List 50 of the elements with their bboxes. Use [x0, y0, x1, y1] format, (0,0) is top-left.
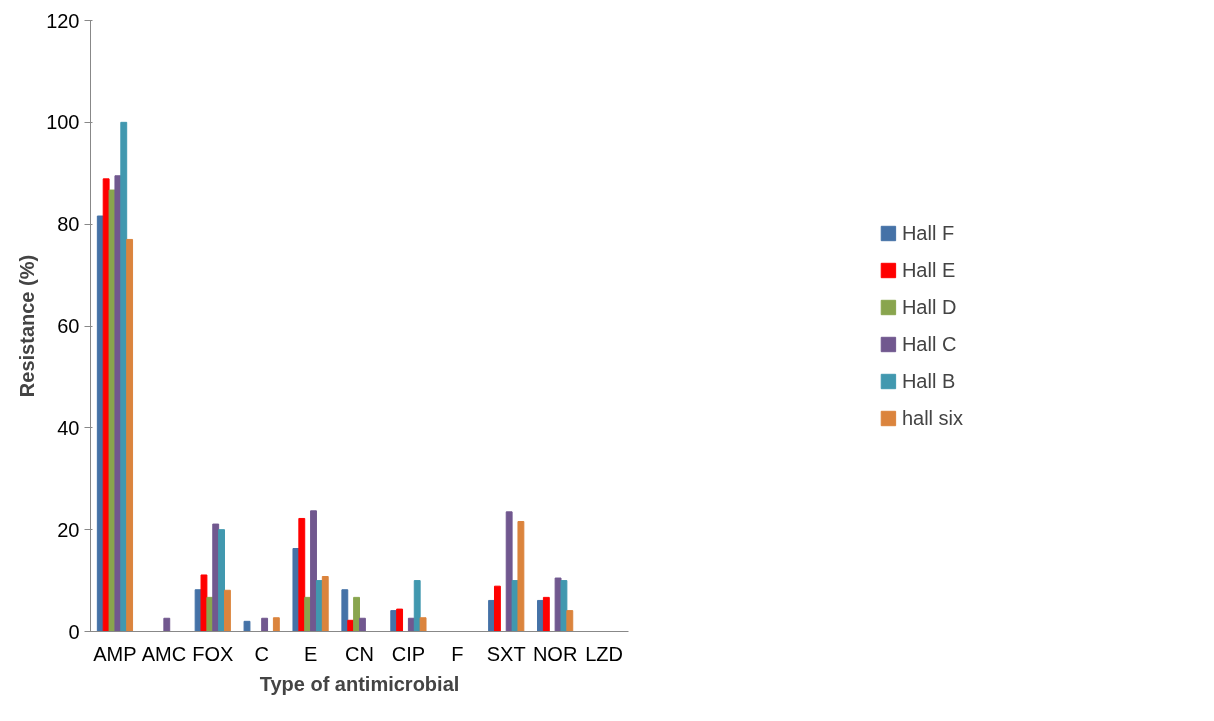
x-tick-label: NOR — [532, 642, 578, 665]
bar — [261, 617, 269, 632]
bar — [493, 585, 501, 632]
y-tick-label: 0 — [68, 620, 80, 643]
x-tick-label: C — [254, 642, 269, 665]
x-tick-label: SXT — [486, 642, 526, 665]
bar — [419, 617, 427, 632]
y-tick-label: 60 — [57, 315, 80, 337]
bar — [359, 617, 366, 632]
x-tick-label: F — [451, 642, 464, 665]
y-tick-label: 100 — [46, 111, 80, 134]
bar — [560, 580, 568, 632]
legend-label: hall six — [901, 406, 964, 430]
bar — [517, 521, 525, 632]
y-tick-label: 20 — [57, 518, 80, 541]
legend-label: Hall D — [901, 295, 957, 319]
x-tick-label: CIP — [391, 642, 426, 665]
y-tick-label: 120 — [46, 9, 80, 32]
legend-label: Hall C — [901, 332, 957, 356]
x-tick-label: AMP — [93, 642, 137, 665]
bar — [396, 608, 404, 632]
x-tick-label: FOX — [192, 642, 234, 665]
bar — [413, 580, 421, 632]
legend-label: Hall B — [901, 369, 956, 393]
bar — [163, 617, 171, 632]
bar — [120, 121, 128, 632]
x-tick-label: CN — [345, 642, 374, 665]
bar — [505, 511, 513, 632]
x-axis-title: Type of antimicrobial — [259, 672, 460, 695]
bar — [321, 576, 329, 632]
y-tick-label: 80 — [57, 213, 80, 236]
x-tick-label: E — [303, 642, 318, 665]
bar — [298, 517, 306, 632]
y-tick-label: 40 — [57, 416, 80, 439]
legend-label: Hall F — [901, 221, 955, 245]
bar — [341, 589, 349, 632]
y-axis-title: Resistance (%) — [16, 254, 39, 398]
bar — [218, 529, 226, 632]
bar — [200, 574, 208, 632]
bar — [272, 617, 280, 632]
bar — [353, 596, 360, 632]
x-tick-label: AMC — [141, 642, 187, 665]
bar — [542, 596, 550, 632]
bar — [243, 620, 251, 632]
bar — [224, 589, 231, 632]
x-tick-label: LZD — [585, 642, 623, 665]
bar — [310, 510, 317, 632]
bar — [126, 238, 134, 632]
legend-label: Hall E — [901, 258, 956, 282]
bar — [566, 610, 574, 632]
